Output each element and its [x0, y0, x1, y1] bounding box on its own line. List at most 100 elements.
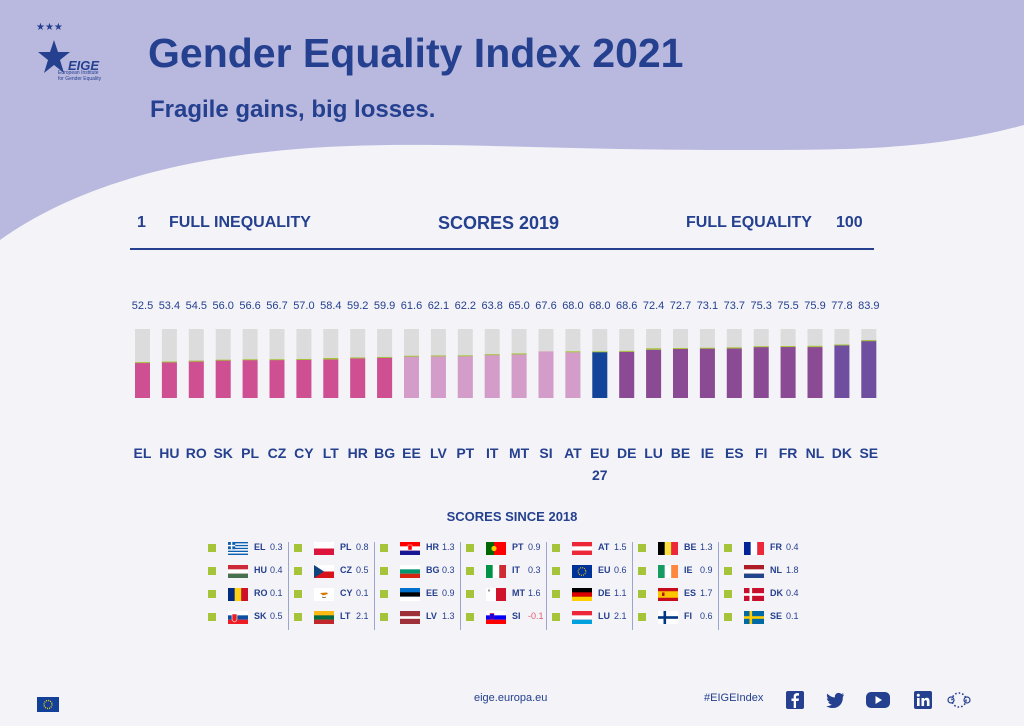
change-country-code: LT	[340, 611, 351, 621]
change-value: -0.1	[528, 611, 544, 621]
youtube-icon[interactable]	[865, 690, 891, 710]
bar-score	[753, 346, 769, 398]
change-item: ES 1.7	[636, 586, 722, 602]
changes-column: EL 0.3 HU 0.4 RO 0.1 SK 0.5	[206, 540, 292, 632]
value-label: 75.3	[750, 300, 771, 312]
change-item: PT 0.9	[464, 540, 550, 556]
footer-website[interactable]: eige.europa.eu	[474, 692, 548, 704]
change-country-code: DK	[770, 588, 783, 598]
value-label: 65.0	[508, 300, 529, 312]
croatia-flag-icon	[400, 542, 420, 555]
gain-marker	[638, 567, 646, 575]
category-label: EE	[402, 445, 421, 461]
eu-flag-icon	[572, 565, 592, 578]
bar-gain	[269, 359, 285, 361]
category-label: RO	[186, 445, 207, 461]
category-label: MT	[509, 445, 530, 461]
change-country-code: CZ	[340, 565, 352, 575]
change-country-code: DE	[598, 588, 611, 598]
value-label: 75.5	[777, 300, 798, 312]
luxembourg-flag-icon	[572, 611, 592, 624]
column-divider	[546, 542, 547, 630]
change-country-code: LV	[426, 611, 437, 621]
value-label: 67.6	[535, 300, 556, 312]
change-country-code: FR	[770, 542, 782, 552]
value-label: 75.9	[804, 300, 825, 312]
change-item: AT 1.5	[550, 540, 636, 556]
change-value: 0.1	[786, 611, 799, 621]
category-label: AT	[564, 445, 582, 461]
estonia-flag-icon	[400, 588, 420, 601]
bar-score	[619, 351, 635, 398]
bar-gain	[242, 359, 258, 361]
category-label: IT	[486, 445, 499, 461]
bar-gain	[592, 351, 608, 353]
change-value: 0.5	[356, 565, 369, 575]
linkedin-icon[interactable]	[913, 690, 933, 710]
value-label: 73.7	[724, 300, 745, 312]
bar-score	[538, 351, 554, 398]
change-country-code: BE	[684, 542, 697, 552]
bar-gain	[619, 350, 635, 352]
change-value: 1.3	[442, 611, 455, 621]
page-title: Gender Equality Index 2021	[148, 30, 684, 76]
austria-flag-icon	[572, 542, 592, 555]
slovakia-flag-icon	[228, 611, 248, 624]
category-label: PL	[241, 445, 259, 461]
bar-score	[430, 356, 446, 398]
category-label: LT	[323, 445, 340, 461]
category-label: BE	[671, 445, 690, 461]
bar-score	[323, 359, 339, 398]
hungary-flag-icon	[228, 565, 248, 578]
bar-score	[242, 359, 258, 398]
gain-marker	[638, 590, 646, 598]
change-country-code: SK	[254, 611, 267, 621]
category-label: DK	[832, 445, 852, 461]
bar-score	[215, 360, 231, 398]
change-item: SK 0.5	[206, 609, 292, 625]
bar-gain	[511, 353, 527, 355]
bar-gain	[780, 346, 796, 348]
footer-hashtag[interactable]: #EIGEIndex	[704, 692, 764, 704]
bar-score	[188, 360, 204, 398]
value-label: 68.0	[562, 300, 583, 312]
bar-gain	[350, 357, 366, 359]
bar-gain	[699, 347, 715, 349]
eu-stars-icon[interactable]	[945, 690, 973, 710]
gain-marker	[638, 544, 646, 552]
change-item: IT 0.3	[464, 563, 550, 579]
change-country-code: EU	[598, 565, 611, 575]
value-label: 57.0	[293, 300, 314, 312]
bar-gain	[807, 345, 823, 348]
category-label: EL	[134, 445, 152, 461]
change-country-code: LU	[598, 611, 610, 621]
bar-score	[457, 355, 473, 398]
category-label: HR	[348, 445, 368, 461]
category-label: SK	[213, 445, 232, 461]
twitter-icon[interactable]	[825, 690, 845, 710]
bar-gain	[457, 355, 473, 357]
bar-score	[377, 357, 393, 398]
latvia-flag-icon	[400, 611, 420, 624]
value-label: 73.1	[697, 300, 718, 312]
gain-marker	[552, 544, 560, 552]
germany-flag-icon	[572, 588, 592, 601]
gain-marker	[208, 544, 216, 552]
change-item: DK 0.4	[722, 586, 808, 602]
change-value: 0.4	[270, 565, 283, 575]
change-country-code: HR	[426, 542, 439, 552]
bar-score	[699, 348, 715, 398]
change-country-code: HU	[254, 565, 267, 575]
changes-column: PL 0.8 CZ 0.5 CY 0.1 LT 2.1	[292, 540, 378, 632]
bar-score	[404, 356, 419, 398]
change-value: 2.1	[614, 611, 627, 621]
bar-score	[484, 354, 500, 398]
change-country-code: CY	[340, 588, 353, 598]
netherlands-flag-icon	[744, 565, 764, 578]
facebook-icon[interactable]	[785, 690, 805, 710]
change-value: 1.8	[786, 565, 799, 575]
logo-text: EIGE	[68, 58, 99, 73]
scale-center-label: SCORES 2019	[438, 213, 560, 233]
column-divider	[288, 542, 289, 630]
bar-gain	[726, 347, 742, 349]
